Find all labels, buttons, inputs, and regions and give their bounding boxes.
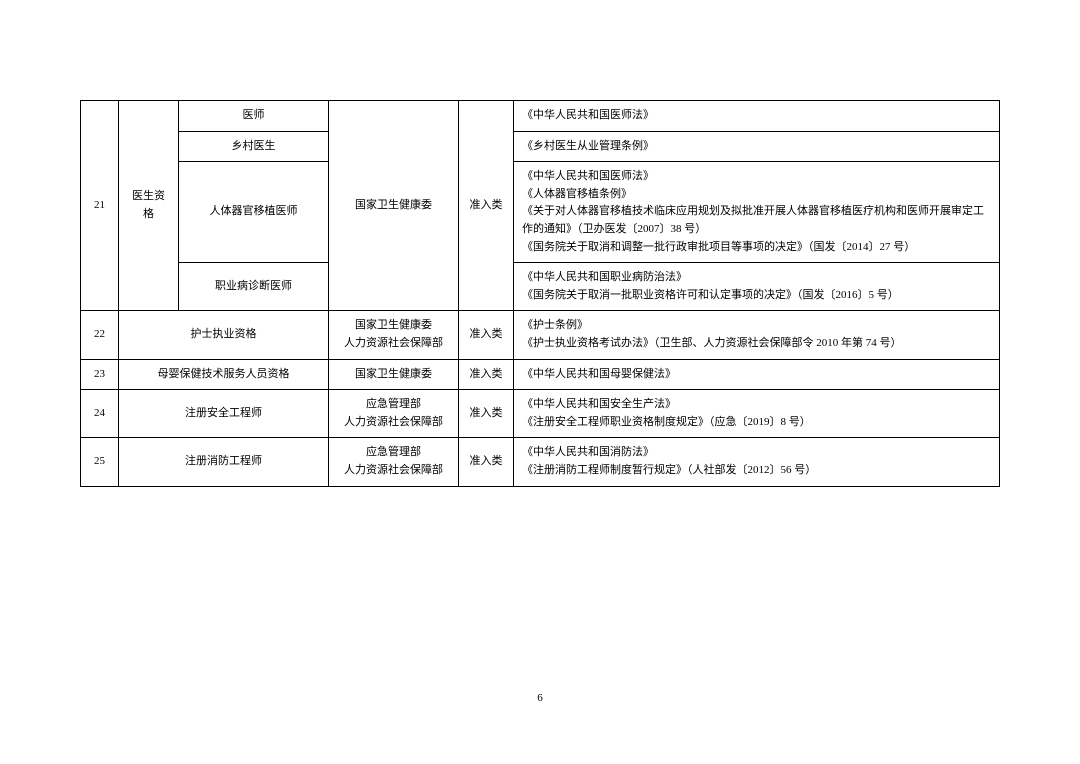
type-cell: 准入类 <box>459 390 514 438</box>
department-cell: 应急管理部人力资源社会保障部 <box>329 390 459 438</box>
table-row: 21 医生资格 医师 国家卫生健康委 准入类 《中华人民共和国医师法》 <box>81 101 1000 132</box>
basis-cell: 《中华人民共和国安全生产法》《注册安全工程师职业资格制度规定》（应急〔2019〕… <box>514 390 1000 438</box>
subcategory-cell: 乡村医生 <box>179 131 329 162</box>
qualification-name-cell: 母婴保健技术服务人员资格 <box>119 359 329 390</box>
table-row: 22 护士执业资格 国家卫生健康委人力资源社会保障部 准入类 《护士条例》《护士… <box>81 311 1000 359</box>
basis-cell: 《护士条例》《护士执业资格考试办法》（卫生部、人力资源社会保障部令 2010 年… <box>514 311 1000 359</box>
qualification-name-cell: 注册消防工程师 <box>119 438 329 486</box>
type-cell: 准入类 <box>459 311 514 359</box>
row-number: 22 <box>81 311 119 359</box>
basis-cell: 《中华人民共和国医师法》 <box>514 101 1000 132</box>
basis-cell: 《中华人民共和国职业病防治法》《国务院关于取消一批职业资格许可和认定事项的决定》… <box>514 263 1000 311</box>
basis-cell: 《乡村医生从业管理条例》 <box>514 131 1000 162</box>
department-cell: 国家卫生健康委 <box>329 359 459 390</box>
row-number: 23 <box>81 359 119 390</box>
subcategory-cell: 医师 <box>179 101 329 132</box>
table-row: 24 注册安全工程师 应急管理部人力资源社会保障部 准入类 《中华人民共和国安全… <box>81 390 1000 438</box>
table-row: 职业病诊断医师 《中华人民共和国职业病防治法》《国务院关于取消一批职业资格许可和… <box>81 263 1000 311</box>
type-cell: 准入类 <box>459 101 514 311</box>
basis-cell: 《中华人民共和国医师法》《人体器官移植条例》《关于对人体器官移植技术临床应用规划… <box>514 162 1000 263</box>
document-page: 21 医生资格 医师 国家卫生健康委 准入类 《中华人民共和国医师法》 乡村医生… <box>0 0 1080 527</box>
department-cell: 国家卫生健康委 <box>329 101 459 311</box>
row-number: 25 <box>81 438 119 486</box>
basis-cell: 《中华人民共和国消防法》《注册消防工程师制度暂行规定》（人社部发〔2012〕56… <box>514 438 1000 486</box>
department-cell: 应急管理部人力资源社会保障部 <box>329 438 459 486</box>
subcategory-cell: 人体器官移植医师 <box>179 162 329 263</box>
qualifications-table: 21 医生资格 医师 国家卫生健康委 准入类 《中华人民共和国医师法》 乡村医生… <box>80 100 1000 487</box>
qualification-name-cell: 护士执业资格 <box>119 311 329 359</box>
row-number: 21 <box>81 101 119 311</box>
type-cell: 准入类 <box>459 438 514 486</box>
qualification-name-cell: 注册安全工程师 <box>119 390 329 438</box>
page-number: 6 <box>0 692 1080 704</box>
table-row: 23 母婴保健技术服务人员资格 国家卫生健康委 准入类 《中华人民共和国母婴保健… <box>81 359 1000 390</box>
table-row: 人体器官移植医师 《中华人民共和国医师法》《人体器官移植条例》《关于对人体器官移… <box>81 162 1000 263</box>
type-cell: 准入类 <box>459 359 514 390</box>
subcategory-cell: 职业病诊断医师 <box>179 263 329 311</box>
table-row: 乡村医生 《乡村医生从业管理条例》 <box>81 131 1000 162</box>
row-number: 24 <box>81 390 119 438</box>
table-row: 25 注册消防工程师 应急管理部人力资源社会保障部 准入类 《中华人民共和国消防… <box>81 438 1000 486</box>
department-cell: 国家卫生健康委人力资源社会保障部 <box>329 311 459 359</box>
basis-cell: 《中华人民共和国母婴保健法》 <box>514 359 1000 390</box>
category-cell: 医生资格 <box>119 101 179 311</box>
